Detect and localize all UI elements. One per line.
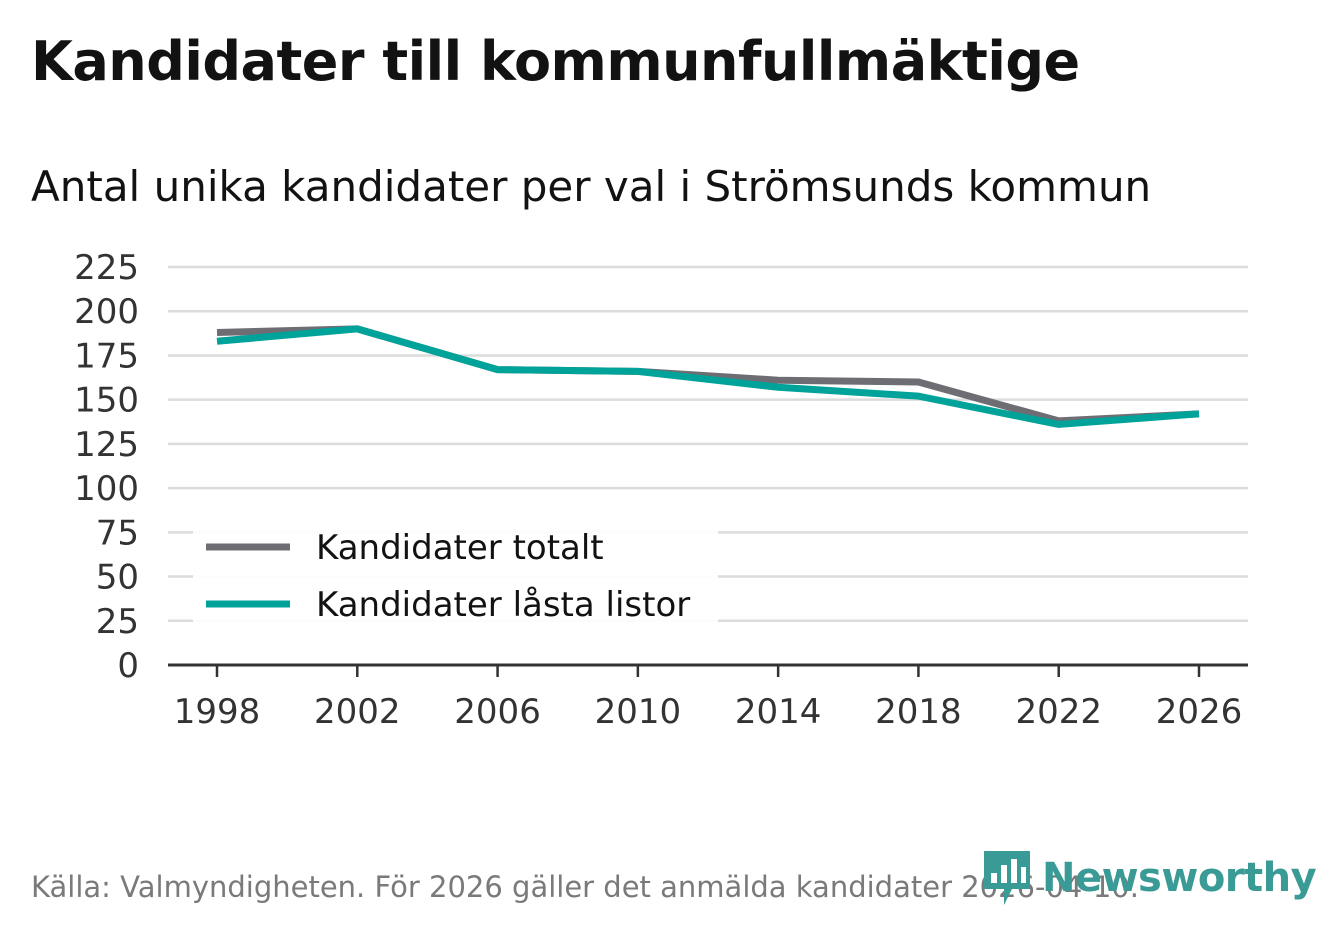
legend-background [193,520,718,626]
y-tick-label-50: 50 [96,558,139,598]
x-tick-label-2002: 2002 [314,692,401,732]
y-tick-label-175: 175 [74,336,139,376]
y-tick-label-125: 125 [74,425,139,465]
y-tick-label-25: 25 [96,602,139,642]
x-tick-label-2026: 2026 [1156,692,1243,732]
bar-chart-icon [984,851,1030,905]
legend-label-kandidater-lasta-listor: Kandidater låsta listor [316,585,690,625]
x-tick-label-2014: 2014 [735,692,822,732]
series-lines [216,325,1200,428]
legend: Kandidater totalt Kandidater låsta listor [193,520,718,626]
legend-label-kandidater-totalt: Kandidater totalt [316,528,604,568]
y-tick-label-0: 0 [117,646,139,686]
y-tick-label-100: 100 [74,469,139,509]
x-tick-label-2022: 2022 [1015,692,1102,732]
newsworthy-logo[interactable]: Newsworthy [982,850,1317,906]
y-tick-label-150: 150 [74,381,139,421]
x-tick-label-2006: 2006 [454,692,541,732]
series-line-kandidater-totalt [216,325,1200,425]
y-tick-label-225: 225 [74,248,139,288]
x-tick-label-2018: 2018 [875,692,962,732]
y-tick-label-75: 75 [96,513,139,553]
chart-subtitle: Antal unika kandidater per val i Strömsu… [31,162,1152,211]
source-note: Källa: Valmyndigheten. För 2026 gäller d… [31,870,1139,904]
brand-name: Newsworthy [1042,855,1317,901]
x-axis-ticks: 1998 2002 2006 2010 2014 2018 2022 2026 [168,663,1248,732]
y-tick-label-200: 200 [74,292,139,332]
x-tick-label-1998: 1998 [174,692,261,732]
x-tick-label-2010: 2010 [595,692,682,732]
series-line-kandidater-lasta-listor [216,325,1200,428]
chart-title: Kandidater till kommunfullmäktige [31,30,1080,93]
